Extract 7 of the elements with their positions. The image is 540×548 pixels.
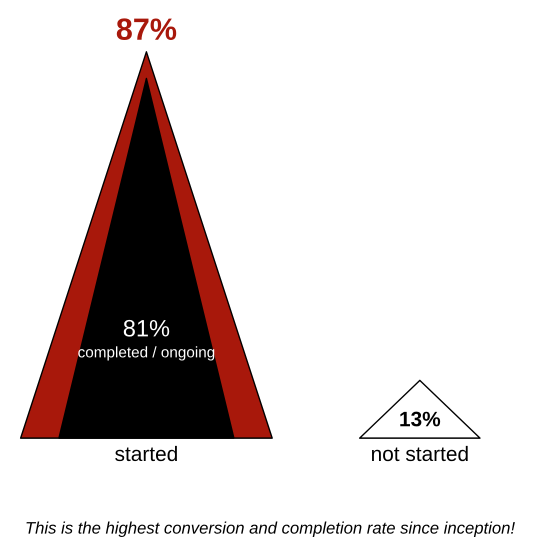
data-label: 13% xyxy=(400,412,440,426)
text: This is the highest conversion and completion rate since inception! xyxy=(26,522,515,538)
category-label: started xyxy=(115,446,177,462)
series-label: completed / ongoing xyxy=(78,346,214,361)
category-label: not started xyxy=(372,446,468,462)
data-label: 81% xyxy=(124,320,170,337)
data-label: 87% xyxy=(116,18,176,40)
